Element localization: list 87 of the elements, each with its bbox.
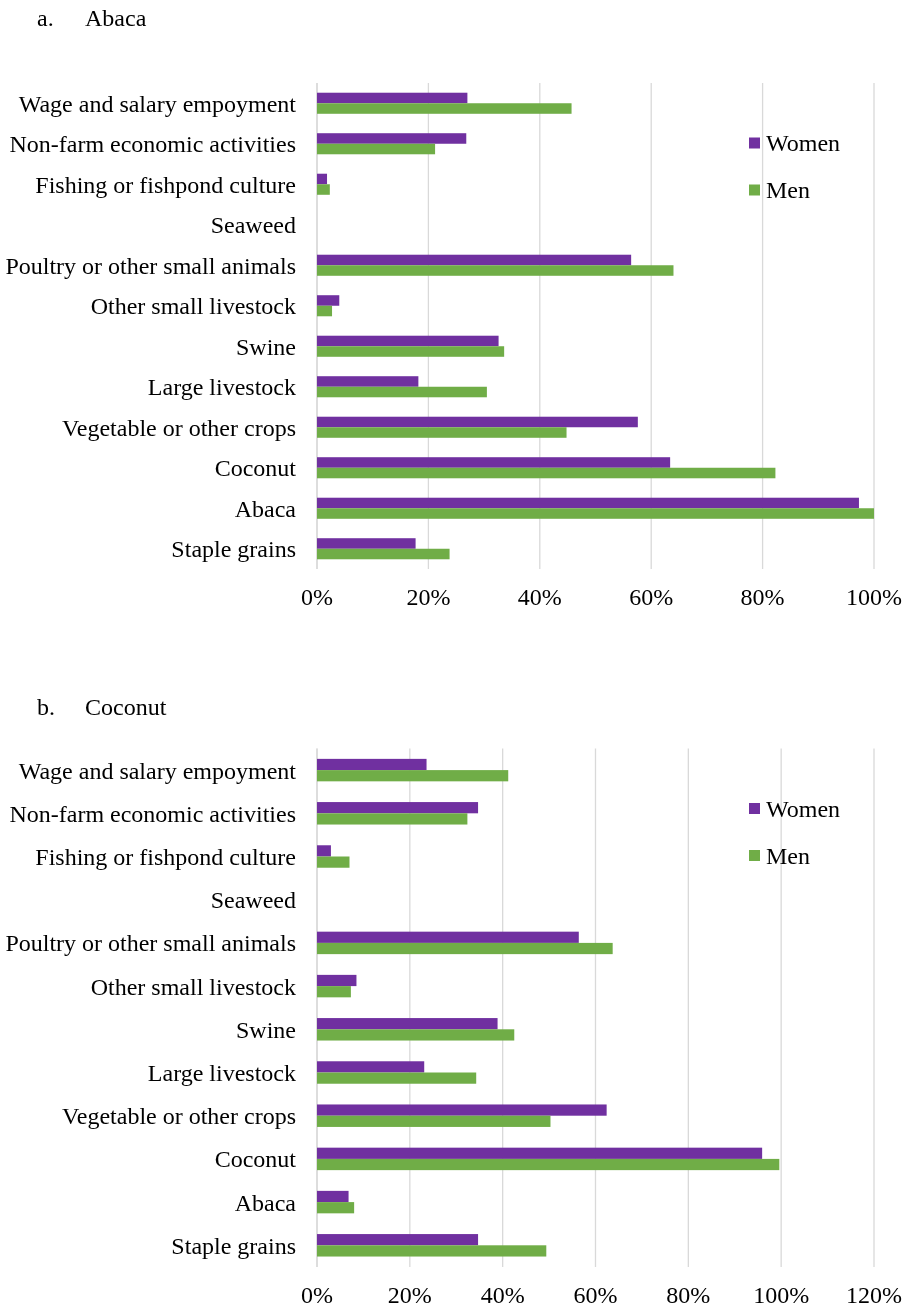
x-tick-label: 40% (517, 584, 562, 611)
y-tick-label: Wage and salary empoyment (18, 90, 297, 117)
y-tick-label: Other small livestock (90, 973, 296, 1000)
bar (317, 133, 467, 144)
bar (317, 931, 579, 943)
legend-label: Men (766, 842, 810, 869)
x-tick-label: 100% (753, 1282, 810, 1306)
y-tick-label: Poultry or other small animals (5, 252, 296, 279)
bar (317, 856, 350, 868)
bar (317, 1029, 515, 1041)
y-tick-label: Abaca (234, 495, 297, 522)
bar (317, 265, 674, 276)
x-tick-label: 0% (301, 584, 333, 611)
bar (317, 758, 427, 771)
legend-label: Women (766, 795, 841, 822)
x-tick-label: 80% (666, 1282, 711, 1306)
bar (317, 295, 340, 306)
x-tick-label: 20% (387, 1282, 432, 1306)
bar (317, 1190, 349, 1203)
y-tick-label: Non-farm economic activities (9, 131, 296, 158)
bar (317, 942, 613, 955)
x-tick-label: 80% (740, 584, 785, 611)
y-tick-label: Wage and salary empoyment (18, 757, 297, 784)
y-tick-label: Large livestock (147, 1059, 296, 1086)
bar (317, 538, 416, 549)
bar (317, 497, 859, 509)
bar (317, 802, 479, 814)
y-tick-label: Other small livestock (90, 293, 296, 320)
y-tick-label: Fishing or fishpond culture (35, 171, 296, 198)
bar (317, 376, 419, 387)
legend-label: Women (766, 130, 841, 157)
bar (317, 416, 638, 428)
y-tick-label: Coconut (214, 1146, 297, 1173)
bar (317, 92, 468, 104)
bar (317, 386, 487, 398)
bar (317, 770, 509, 782)
y-tick-label: Coconut (214, 455, 297, 482)
y-tick-label: Fishing or fishpond culture (35, 843, 296, 870)
bar (317, 335, 499, 347)
bar (317, 346, 505, 357)
bar (317, 813, 468, 825)
bar (317, 103, 572, 114)
bar (317, 467, 776, 479)
y-tick-label: Large livestock (147, 374, 296, 401)
bar (317, 1245, 547, 1257)
y-tick-label: Swine (236, 333, 296, 360)
y-tick-label: Staple grains (171, 1232, 296, 1259)
x-tick-label: 60% (573, 1282, 618, 1306)
y-tick-label: Abaca (234, 1189, 297, 1216)
y-tick-label: Poultry or other small animals (5, 930, 296, 957)
x-tick-label: 40% (480, 1282, 525, 1306)
bar (317, 184, 330, 195)
x-tick-label: 20% (406, 584, 451, 611)
bar (317, 1158, 780, 1171)
bar (317, 254, 632, 266)
bar (317, 1104, 607, 1116)
y-tick-label: Non-farm economic activities (9, 800, 296, 827)
chart-title: a. Abaca (37, 5, 147, 31)
x-tick-label: 100% (846, 584, 902, 611)
y-tick-label: Seaweed (210, 887, 296, 914)
bar (317, 548, 450, 560)
bar (317, 173, 328, 185)
bar (317, 143, 436, 155)
bar (317, 1234, 479, 1246)
bar (317, 1202, 355, 1214)
bar (317, 1115, 551, 1127)
bar (317, 508, 874, 519)
bar (317, 1018, 498, 1030)
y-tick-label: Vegetable or other crops (62, 1103, 296, 1130)
legend-label: Men (766, 177, 810, 204)
chart-title: b. Coconut (37, 694, 167, 720)
x-tick-label: 120% (846, 1282, 902, 1306)
bar (317, 1061, 425, 1073)
bar (317, 986, 351, 998)
y-tick-label: Swine (236, 1016, 296, 1043)
bar (317, 427, 567, 438)
y-tick-label: Seaweed (210, 212, 296, 239)
bar (317, 1072, 477, 1084)
y-tick-label: Vegetable or other crops (62, 414, 296, 441)
bar (317, 845, 331, 857)
bar (317, 305, 333, 317)
bar (317, 1147, 763, 1159)
bar (317, 974, 357, 987)
bar (317, 457, 671, 468)
x-tick-label: 0% (301, 1282, 333, 1306)
x-tick-label: 60% (629, 584, 674, 611)
y-tick-label: Staple grains (171, 536, 296, 563)
